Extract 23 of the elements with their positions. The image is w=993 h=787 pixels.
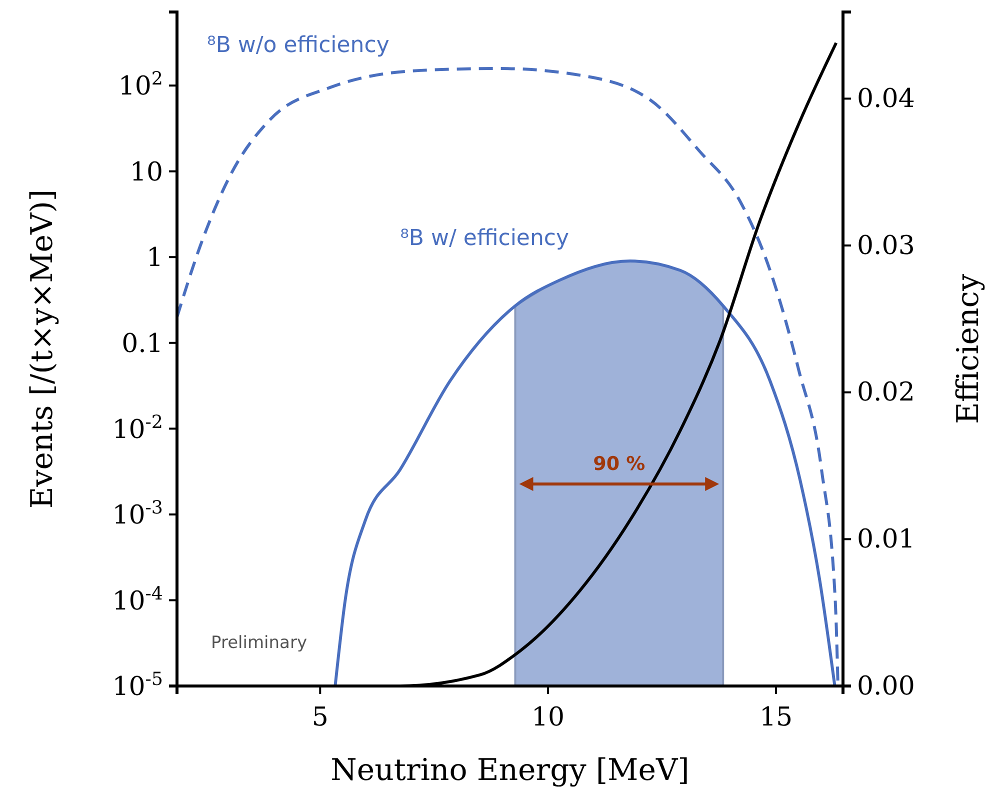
y-tick-label: 10 (130, 157, 163, 188)
y-tick-label: 10$^{-3}$ (112, 497, 163, 531)
x-axis-title: Neutrino Energy [MeV] (330, 753, 690, 787)
y2-axis-title: Efficiency (951, 274, 986, 424)
series-label: ⁸B w/ efficiency (400, 226, 570, 252)
y-tick-label: 10$^{-4}$ (112, 582, 163, 616)
y-axis-title: Events [/(t×y×MeV)] (25, 189, 60, 509)
series-label: ⁸B w/o efficiency (207, 33, 390, 58)
y-tick-label: 10$^{2}$ (118, 68, 163, 102)
y-tick-label: 1 (146, 243, 163, 274)
y2-tick-label: 0.03 (857, 230, 915, 261)
y2-tick-label: 0.04 (857, 84, 915, 114)
x-tick-label: 5 (312, 702, 328, 733)
y-tick-label: 0.1 (122, 328, 163, 359)
annotation: 90 % (593, 453, 646, 475)
y2-tick-label: 0.00 (857, 671, 915, 702)
y2-tick-label: 0.01 (857, 524, 915, 554)
y-tick-label: 10$^{-5}$ (112, 668, 163, 702)
annotation: Preliminary (211, 633, 307, 653)
y-tick-label: 10$^{-2}$ (112, 411, 163, 445)
x-tick-label: 10 (532, 702, 565, 733)
y2-tick-label: 0.02 (857, 378, 915, 408)
x-tick-label: 15 (759, 702, 793, 733)
